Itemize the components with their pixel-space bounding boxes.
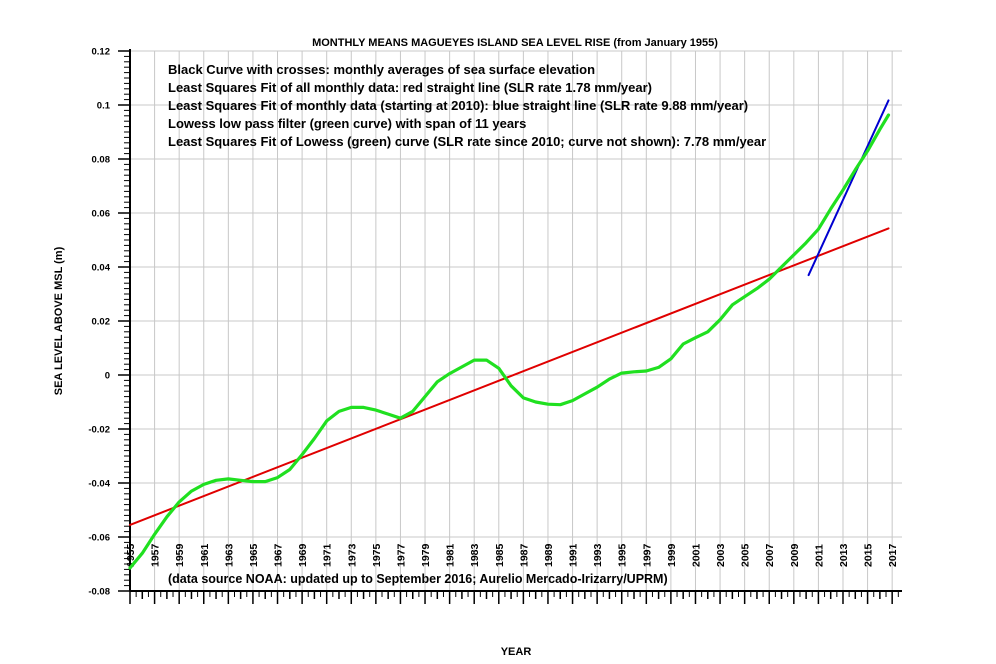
x-tick-label: 1975 — [371, 543, 383, 567]
x-tick-label: 2007 — [764, 543, 776, 567]
x-tick-labels: 1955 1957 1959 1961 1963 1965 1967 1969 1971 1973… — [125, 543, 899, 567]
red-fit-line — [129, 227, 890, 526]
x-tick-label: 1987 — [518, 543, 530, 567]
blue-fit-line — [807, 99, 890, 277]
y-tick-label: -0.08 — [88, 587, 110, 598]
annotation-block: Black Curve with crosses: monthly averag… — [168, 62, 766, 149]
annotation-line-4: Lowess low pass filter (green curve) wit… — [168, 116, 526, 131]
x-axis-label: YEAR — [501, 646, 532, 658]
y-axis-label: SEA LEVEL ABOVE MSL (m) — [53, 246, 65, 395]
y-tick-label: 0.02 — [92, 317, 111, 328]
annotation-line-1: Black Curve with crosses: monthly averag… — [168, 62, 595, 77]
x-tick-label: 1967 — [273, 543, 285, 567]
x-tick-label: 1999 — [666, 543, 678, 567]
x-tick-label: 2015 — [863, 543, 875, 567]
x-tick-label: 1985 — [494, 543, 506, 567]
x-tick-label: 1983 — [469, 543, 481, 567]
x-tick-label: 1977 — [395, 543, 407, 567]
source-footnote: (data source NOAA: updated up to Septemb… — [168, 572, 668, 586]
annotation-line-2: Least Squares Fit of all monthly data: r… — [168, 80, 652, 95]
x-tick-label: 2017 — [887, 543, 899, 567]
y-tick-label: -0.06 — [88, 533, 110, 544]
y-tick-label: 0.06 — [92, 209, 111, 220]
x-tick-label: 2013 — [838, 543, 850, 567]
x-tick-label: 2005 — [740, 543, 752, 567]
x-tick-label: 1969 — [297, 543, 309, 567]
series-group — [128, 99, 891, 570]
x-tick-label: 2011 — [813, 544, 825, 567]
y-tick-label: 0 — [105, 371, 110, 382]
x-tick-label: 1965 — [248, 543, 260, 567]
x-tick-label: 1997 — [641, 543, 653, 567]
x-tick-label: 1957 — [150, 543, 162, 567]
x-tick-label: 1971 — [322, 543, 334, 567]
y-tick-label: 0.04 — [92, 263, 111, 274]
y-tick-label: 0.08 — [92, 155, 111, 166]
y-tick-labels: -0.08 -0.06 -0.04 -0.02 0 0.02 0.04 0.06 0.08 0.1… — [88, 47, 110, 598]
green-lowess-curve — [128, 113, 891, 570]
x-tick-label: 2009 — [789, 543, 801, 567]
x-tick-label: 1989 — [543, 543, 555, 567]
x-tick-label: 1993 — [592, 543, 604, 567]
x-tick-label: 1959 — [174, 543, 186, 567]
x-tick-label: 2001 — [690, 543, 702, 567]
x-tick-label: 1995 — [617, 543, 629, 567]
grid — [129, 50, 902, 592]
x-tick-label: 1961 — [199, 543, 211, 567]
axes — [118, 49, 902, 604]
y-tick-label: 0.1 — [97, 101, 111, 112]
y-tick-label: -0.04 — [88, 479, 110, 490]
chart-title: MONTHLY MEANS MAGUEYES ISLAND SEA LEVEL … — [312, 37, 718, 49]
x-tick-label: 1979 — [420, 543, 432, 567]
annotation-line-5: Least Squares Fit of Lowess (green) curv… — [168, 134, 766, 149]
y-tick-label: -0.02 — [88, 425, 110, 436]
x-tick-label: 2003 — [715, 543, 727, 567]
x-tick-label: 1991 — [568, 543, 580, 567]
x-tick-label: 1973 — [346, 543, 358, 567]
y-tick-label: 0.12 — [92, 47, 111, 58]
annotation-line-3: Least Squares Fit of monthly data (start… — [168, 98, 748, 113]
x-tick-label: 1981 — [445, 543, 457, 567]
x-tick-label: 1963 — [223, 543, 235, 567]
